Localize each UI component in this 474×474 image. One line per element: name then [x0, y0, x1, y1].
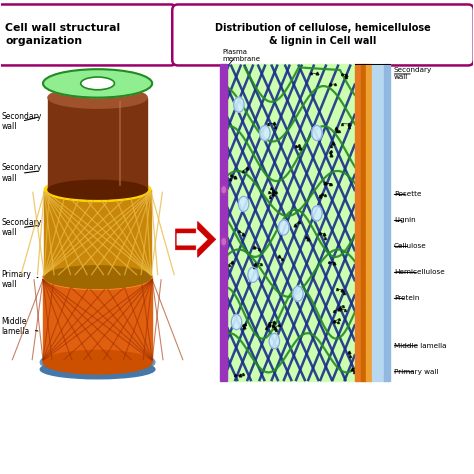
Bar: [228, 64, 355, 381]
Ellipse shape: [48, 87, 147, 108]
Ellipse shape: [44, 266, 151, 289]
Ellipse shape: [279, 220, 289, 235]
Ellipse shape: [312, 126, 322, 141]
Text: Secondary
wall: Secondary wall: [1, 164, 42, 183]
FancyBboxPatch shape: [0, 4, 176, 65]
Text: Plasma
membrane: Plasma membrane: [222, 49, 260, 62]
Ellipse shape: [82, 77, 114, 89]
Ellipse shape: [44, 178, 151, 201]
Ellipse shape: [260, 126, 270, 141]
Text: Secondary
wall: Secondary wall: [1, 111, 42, 131]
Text: Protein: Protein: [394, 295, 419, 301]
FancyBboxPatch shape: [172, 4, 474, 65]
Text: Rosette: Rosette: [394, 191, 421, 198]
Text: Middle lamella: Middle lamella: [394, 343, 447, 349]
Ellipse shape: [231, 315, 242, 329]
Ellipse shape: [43, 265, 152, 290]
Bar: [372, 64, 384, 381]
Ellipse shape: [43, 69, 152, 98]
Bar: [355, 64, 361, 381]
Ellipse shape: [238, 196, 249, 211]
Text: Primary
wall: Primary wall: [1, 270, 38, 289]
Ellipse shape: [48, 180, 147, 199]
Ellipse shape: [312, 206, 322, 221]
Text: Secondary
wall: Secondary wall: [394, 67, 432, 81]
Ellipse shape: [40, 360, 155, 379]
Text: Distribution of cellulose, hemicellulose
& lignin in Cell wall: Distribution of cellulose, hemicellulose…: [215, 23, 431, 46]
Text: Cellulose: Cellulose: [394, 244, 427, 249]
Bar: [43, 277, 152, 362]
Ellipse shape: [221, 237, 227, 246]
Polygon shape: [177, 228, 207, 250]
Text: Secondary
wall: Secondary wall: [1, 218, 42, 237]
Bar: [366, 64, 372, 381]
Ellipse shape: [248, 267, 258, 283]
Bar: [220, 64, 227, 381]
Text: Cell wall structural
organization: Cell wall structural organization: [5, 23, 120, 46]
Ellipse shape: [40, 349, 155, 375]
Bar: [44, 190, 151, 277]
Ellipse shape: [43, 350, 152, 374]
Ellipse shape: [269, 333, 280, 348]
Text: Middle
lamella: Middle lamella: [1, 317, 38, 337]
Text: Primary wall: Primary wall: [394, 369, 438, 374]
Ellipse shape: [293, 286, 303, 301]
Polygon shape: [175, 221, 216, 257]
Ellipse shape: [234, 97, 244, 112]
Bar: [384, 64, 390, 381]
Bar: [48, 98, 147, 190]
Bar: [361, 64, 366, 381]
Ellipse shape: [221, 185, 227, 194]
Text: Hemicellulose: Hemicellulose: [394, 269, 445, 275]
Text: Lignin: Lignin: [394, 218, 416, 223]
